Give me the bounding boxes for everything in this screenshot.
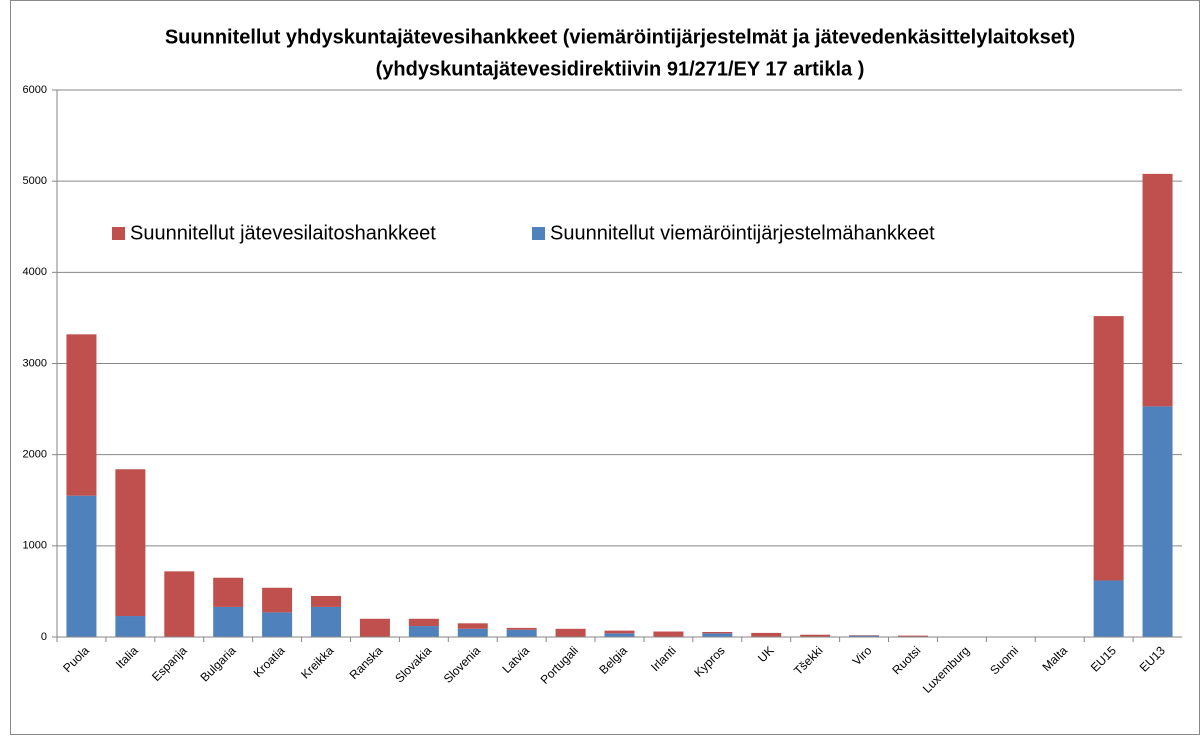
bar-segment (115, 469, 145, 616)
bar-segment (262, 612, 292, 637)
bar-segment (262, 588, 292, 613)
chart-title: Suunnitellut yhdyskuntajätevesihankkeet … (165, 26, 1075, 48)
bar-segment (311, 596, 341, 607)
bar-segment (1094, 316, 1124, 580)
y-tick-label: 4000 (23, 266, 47, 278)
bar-segment (213, 607, 243, 637)
y-tick-label: 6000 (23, 84, 47, 96)
legend-swatch (112, 227, 125, 240)
legend-swatch (532, 227, 545, 240)
y-tick-label: 3000 (23, 357, 47, 369)
y-tick-label: 5000 (23, 175, 47, 187)
bar-segment (605, 633, 635, 637)
bar-segment (115, 616, 145, 637)
bar-segment (164, 571, 194, 637)
bar-segment (702, 633, 732, 637)
bar-segment (66, 496, 96, 637)
bar-segment (360, 619, 390, 637)
bar-segment (653, 632, 683, 637)
y-tick-label: 0 (41, 631, 47, 643)
bar-segment (458, 623, 488, 628)
bar-segment (409, 626, 439, 637)
bar-segment (751, 633, 781, 637)
legend-label: Suunnitellut viemäröintijärjestelmähankk… (550, 222, 935, 244)
bar-segment (1143, 174, 1173, 406)
bar-segment (507, 630, 537, 637)
bar-segment (66, 334, 96, 495)
bar-segment (409, 619, 439, 626)
legend-label: Suunnitellut jätevesilaitoshankkeet (130, 222, 436, 244)
bar-segment (1094, 580, 1124, 637)
y-tick-label: 2000 (23, 449, 47, 461)
chart-subtitle: (yhdyskuntajätevesidirektiivin 91/271/EY… (376, 58, 865, 80)
bar-segment (458, 629, 488, 637)
y-tick-label: 1000 (23, 540, 47, 552)
bar-segment (1143, 406, 1173, 637)
bar-segment (556, 629, 586, 637)
bar-segment (213, 578, 243, 607)
bar-segment (311, 607, 341, 637)
bar-segment (605, 631, 635, 634)
bar-segment (702, 632, 732, 633)
bar-segment (507, 628, 537, 630)
